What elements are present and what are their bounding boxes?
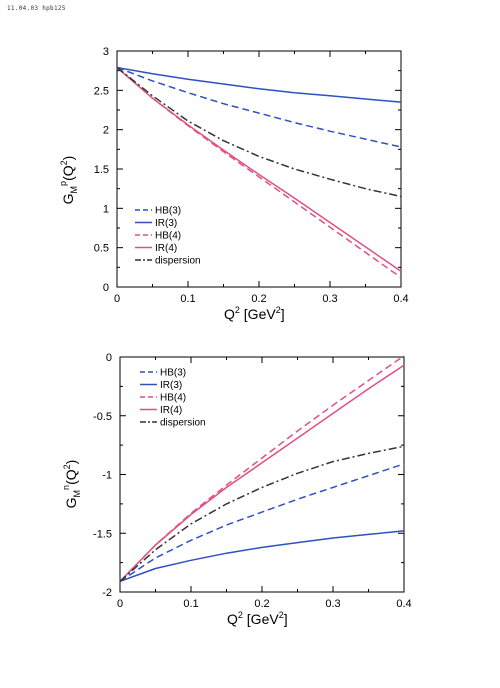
chart-1: 0 0.1 0.2 0.3 0.4 0 0.5 1 1.5 2 2.5 3 HB(3)IR(3) HB(4… <box>58 46 409 322</box>
legend-label: HB(3) <box>160 368 186 379</box>
y-tick-label: -0.5 <box>93 411 112 423</box>
series-line-ir-3- <box>116 66 402 103</box>
x-tick-label: 0.4 <box>393 293 408 305</box>
x-axis-label: Q2 [GeV2] <box>224 305 285 322</box>
y-tick-label: 0.5 <box>94 243 109 255</box>
legend-label: HB(4) <box>160 393 186 404</box>
x-tick-label: 0.1 <box>183 598 198 610</box>
y-tick-label: 1.5 <box>94 164 109 176</box>
series-line-ir-4- <box>116 66 402 272</box>
y-tick-label: 0 <box>103 282 109 294</box>
y-tick-label: 0 <box>106 352 112 364</box>
y-tick-label: 2.5 <box>94 85 109 97</box>
legend-label: dispersion <box>155 256 201 267</box>
legend-label: IR(3) <box>160 380 182 391</box>
legend-label: IR(4) <box>160 405 182 416</box>
x-tick-label: 0.2 <box>251 293 266 305</box>
y-tick-label: -2 <box>102 587 112 599</box>
x-tick-label: 0 <box>117 598 123 610</box>
legend-label: dispersion <box>160 418 206 429</box>
document-stamp: 11.04.03 hpb125 <box>7 5 66 12</box>
legend: HB(3)IR(3) HB(4)IR(4) dispersion <box>140 368 206 429</box>
legend-label: IR(3) <box>155 218 177 229</box>
series-line-hb-3- <box>119 463 405 583</box>
chart-2: 0 0.1 0.2 0.3 0.4 -2 -1.5 -1 -0.5 0 HB(3)IR(3) HB(4… <box>61 352 412 627</box>
x-axis-label: Q2 [GeV2] <box>227 610 288 627</box>
series-line-ir-4- <box>119 364 405 582</box>
series-line-ir-3- <box>119 530 405 583</box>
y-tick-label: -1.5 <box>93 528 112 540</box>
legend-label: HB(3) <box>155 206 181 217</box>
y-tick-label: 2 <box>103 125 109 137</box>
legend-label: HB(4) <box>155 231 181 242</box>
legend-label: IR(4) <box>155 243 177 254</box>
series-line-dispersion <box>116 66 402 198</box>
x-tick-label: 0.2 <box>254 598 269 610</box>
y-tick-label: 3 <box>103 46 109 58</box>
y-axis-label: GMp(Q2) <box>58 156 79 205</box>
x-tick-label: 0 <box>114 293 120 305</box>
series-line-dispersion <box>119 445 405 582</box>
y-tick-label: 1 <box>103 203 109 215</box>
y-tick-label: -1 <box>102 470 112 482</box>
legend: HB(3)IR(3) HB(4)IR(4) dispersion <box>135 206 201 267</box>
y-axis-label: GMn(Q2) <box>61 460 82 509</box>
x-tick-label: 0.4 <box>396 598 411 610</box>
x-tick-label: 0.3 <box>325 598 340 610</box>
x-tick-label: 0.3 <box>322 293 337 305</box>
x-tick-label: 0.1 <box>180 293 195 305</box>
series-line-hb-3- <box>116 66 402 148</box>
